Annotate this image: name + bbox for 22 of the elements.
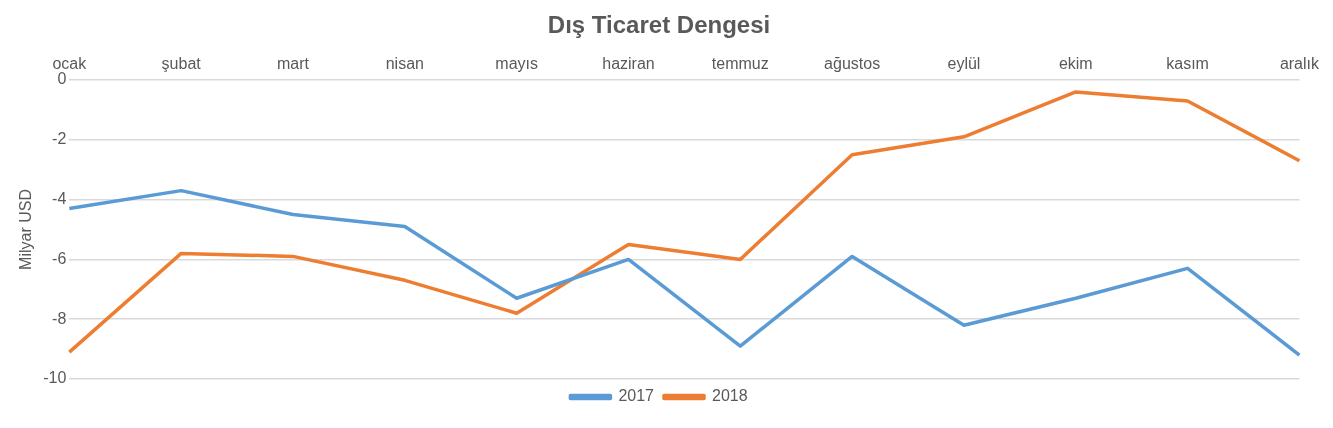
x-tick-label: temmuz bbox=[711, 54, 769, 72]
x-tick-label: mart bbox=[276, 54, 310, 72]
x-tick-label: haziran bbox=[602, 54, 655, 72]
x-tick-label: şubat bbox=[161, 54, 202, 72]
x-tick-label: kasım bbox=[1166, 54, 1209, 72]
y-tick-label: 0 bbox=[57, 70, 67, 88]
y-tick-label: -6 bbox=[52, 249, 67, 267]
legend-label: 2018 bbox=[712, 387, 748, 405]
x-tick-label: nisan bbox=[385, 54, 424, 72]
x-tick-label: ağustos bbox=[824, 54, 881, 72]
x-tick-label: ekim bbox=[1058, 54, 1093, 72]
y-axis-title: Milyar USD bbox=[17, 189, 35, 270]
x-tick-label: ocak bbox=[52, 54, 88, 72]
x-tick-label: mayıs bbox=[495, 54, 538, 72]
y-tick-label: -8 bbox=[52, 309, 67, 327]
legend-label: 2017 bbox=[618, 387, 655, 405]
y-tick-label: -4 bbox=[52, 190, 67, 208]
y-tick-label: -10 bbox=[43, 369, 67, 387]
x-tick-label: aralık bbox=[1279, 54, 1320, 72]
y-tick-label: -2 bbox=[52, 130, 67, 148]
chart-title: Dış Ticaret Dengesi bbox=[547, 11, 771, 39]
x-tick-label: eylül bbox=[947, 54, 981, 72]
